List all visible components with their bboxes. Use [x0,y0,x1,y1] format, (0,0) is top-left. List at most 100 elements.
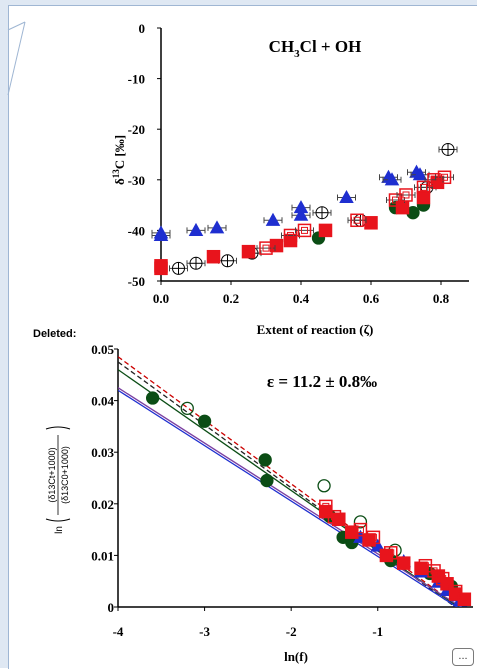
chart-2-point-s4-0-inner [322,502,330,510]
chart-2-point-s3-2 [345,525,359,539]
chart-1-y-label-post: C [‰] [112,135,127,169]
chart-2-point-s4-3-inner [369,533,377,541]
chart-1-point-s4-8-inner [441,173,448,181]
chart-1-y-tick-label: 0 [139,21,146,36]
chart-2-point-s0-2 [258,453,272,467]
chart-1-point-s3-7 [364,216,378,230]
chart-2-y-label-bracket-left [45,518,71,522]
chart-1-x-tick-label: 0.0 [153,291,169,306]
chart-2-point-s4-1 [327,509,342,524]
chart-2-point-s1-0 [180,401,194,415]
chart-1-point-s3-1 [154,261,168,276]
chart-1-title-pre: CH [269,37,295,56]
chart-1-point-s3-5 [283,233,298,248]
chart-2-point-s4-1-inner [330,513,338,521]
chart-2-point-s4-5 [418,558,433,573]
chart-2-point-s4-4-inner [387,549,395,557]
chart-1-x-label: Extent of reaction (ζ) [257,322,374,337]
chart-2-fit-line-3 [118,387,463,607]
chart-1-y-tick-label: -50 [128,274,145,289]
chart-1-point-s4-3-inner [353,216,361,224]
chart-1-point-s4-6 [416,180,431,195]
chart-1-point-s4-6-inner [420,183,427,191]
chart-2-point-s3-10 [457,592,472,607]
chart-2-point-s1-2 [353,515,368,529]
chart-2-x-tick-label: -2 [286,624,297,639]
chart-1-y-tick-label: -20 [128,122,145,137]
chart-2-point-s4-6 [427,564,441,578]
chart-1-point-s0-6 [293,207,309,221]
chart-1-point-s3-3 [241,244,256,259]
chart-2-point-s0-0 [145,391,160,405]
chart-2-lines [118,356,463,607]
chart-1-point-s4-2 [297,223,312,238]
chart-1-point-s3-2 [206,249,221,264]
chart-1-point-s0-1 [153,225,169,239]
chart-1-x-tick-label: 0.8 [433,291,450,306]
chart-1-y-label-pre: δ [112,178,127,185]
chart-1-point-s4-4 [388,193,403,207]
chart-2-point-s4-3 [366,530,381,545]
chart-2-x-tick-label: -3 [199,624,210,639]
chart-2-x-tick-label: -1 [372,624,383,639]
chart-1-y-tick-label: -30 [128,173,145,188]
chart-2-y-label: ln (δ13Ct+1000) (δ13C0+1000) [45,426,71,534]
chart-2-point-s4-2 [353,522,368,537]
chart-2-title: ε = 11.2 ± 0.8‰ [267,372,377,391]
chart-1-point-s4-1 [283,228,298,243]
chart-2-x-tick-label: -4 [113,624,124,639]
chart-1-point-s4-2-inner [301,226,308,234]
chart-1-point-s4-3 [350,213,364,228]
chart-1-title-sub: 3 [294,48,300,60]
chart-1-point-s4-5-inner [402,191,410,199]
deleted-annotation-label: Deleted: [33,328,77,340]
chart-1-x-tick-label: 0.6 [363,291,380,306]
chart-1-point-s0-3 [209,220,225,234]
chart-2: 0 0.01 0.02 0.03 0.04 0.05 -4 -3 -2 -1 ln(f) ln (δ13… [45,342,473,664]
chart-1-y-label-sup: 13 [111,169,121,179]
chart-2-y-tick-label: 0.02 [91,497,114,512]
chart-2-fit-line-4 [118,389,459,607]
chart-1-point-s0-7 [339,189,354,204]
chart-1-point-s4-1-inner [287,231,294,239]
chart-2-point-s4-6-inner [430,567,438,575]
chart-2-y-label-denominator: (δ13C0+1000) [60,446,70,504]
chart-1-y-label: δ13C [‰] [111,135,127,185]
chart-2-y-label-bracket-right [45,426,71,430]
chart-2-y-tick-label: 0.05 [91,342,114,357]
chart-2-point-s4-7-inner [439,575,447,583]
chart-1-point-s4-0 [259,241,273,255]
chart-2-x-label: ln(f) [284,649,308,664]
chart-2-point-s4-8 [448,584,463,599]
chart-2-fit-line-1 [118,361,457,607]
chart-2-y-tick-label: 0.01 [91,548,114,563]
chart-1-point-s4-7 [427,173,441,187]
chart-1-point-s0-2 [188,222,204,236]
chart-2-point-s4-4 [383,546,398,560]
chart-1-point-s3-9 [416,190,431,205]
chart-1-point-s4-8 [437,170,452,185]
chart-1-point-s4-0-inner [262,244,270,252]
chart-2-point-s3-0 [319,504,333,519]
chart-1-point-s4-4-inner [392,196,399,204]
chart-1-y-tick-label: -40 [128,223,145,238]
chart-2-y-tick-label: 0 [108,600,115,615]
chart-2-y-tick-label: 0.04 [91,394,114,409]
chart-1-point-s0-11 [412,167,428,181]
chart-1-point-s0-9 [384,172,400,186]
chart-1-title: CH3Cl + OH [269,37,362,60]
chart-1-x-tick-label: 0.4 [293,291,310,306]
chart-2-fit-line-0 [118,356,461,607]
chart-1-x-tick-label: 0.2 [223,291,239,306]
chart-2-y-label-ln: ln [54,526,65,534]
chart-1-y-tick-label: -10 [128,72,145,87]
more-options-button[interactable]: ... [452,648,474,666]
chart-2-point-s4-2-inner [356,526,364,534]
chart-1-title-post: Cl + OH [300,37,362,56]
chart-2-point-s4-0 [319,499,333,514]
chart-1-point-s4-7-inner [430,176,438,184]
chart-2-point-s0-1 [197,414,212,428]
chart-2-point-s4-8-inner [452,588,460,596]
